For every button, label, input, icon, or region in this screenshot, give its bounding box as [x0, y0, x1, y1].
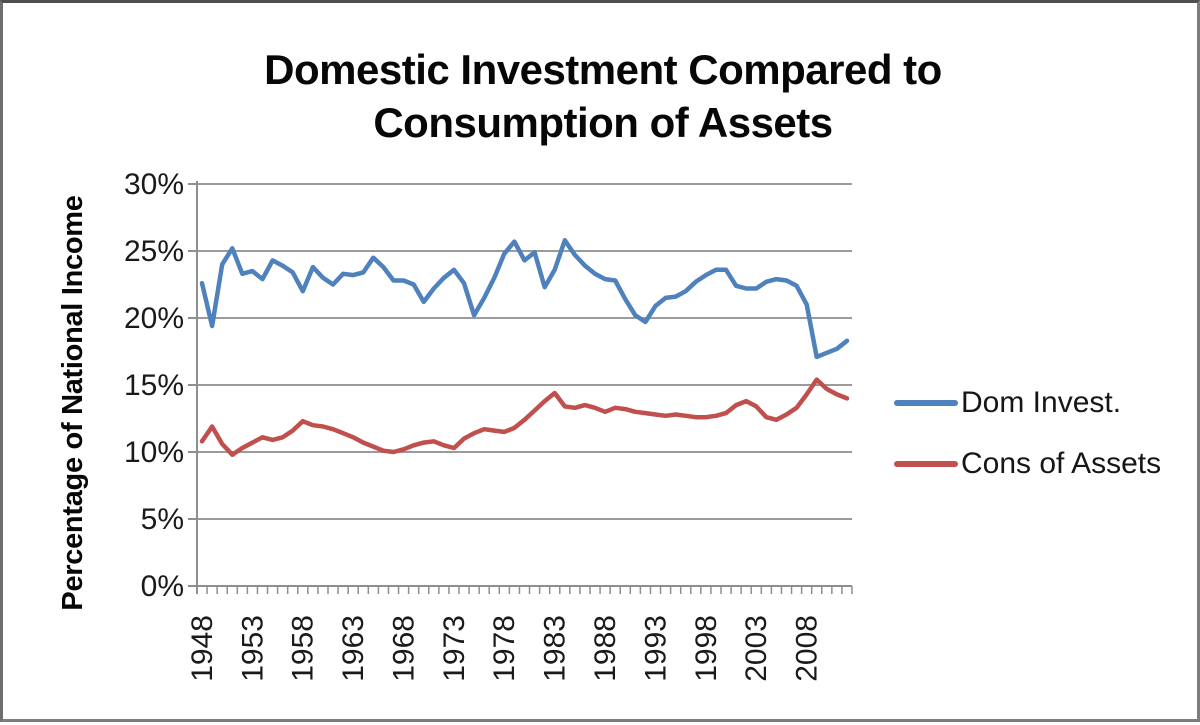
x-tick-label: 1958	[287, 615, 320, 682]
legend-label-dom-invest: Dom Invest.	[961, 386, 1122, 419]
x-tick-label: 1953	[236, 615, 269, 682]
legend: Dom Invest. Cons of Assets	[894, 386, 1161, 481]
chart-title-line-2: Consumption of Assets	[373, 99, 833, 146]
x-tick-label: 1993	[639, 615, 672, 682]
x-tick-label: 1998	[690, 615, 723, 682]
plot-area: 0% 5% 10% 15% 20% 25% 30% 1948 1953 1958 1963 1968 1…	[124, 168, 853, 682]
x-tick-label: 1983	[539, 615, 572, 682]
x-tick-label: 1963	[337, 615, 370, 682]
y-tick-label: 15%	[124, 369, 184, 402]
x-tick-label: 2003	[740, 615, 773, 682]
chart-title: Domestic Investment Compared to Consumpt…	[3, 43, 1200, 149]
series-line-cons-of-assets	[199, 377, 850, 457]
y-tick-label: 20%	[124, 302, 184, 335]
y-tick-label: 30%	[124, 168, 184, 201]
x-tick-label: 1988	[589, 615, 622, 682]
x-tick-label: 1973	[438, 615, 471, 682]
y-tick-label: 25%	[124, 235, 184, 268]
y-tick-label: 10%	[124, 436, 184, 469]
chart-title-line-1: Domestic Investment Compared to	[264, 46, 942, 93]
legend-item-cons-of-assets: Cons of Assets	[894, 447, 1161, 481]
x-tick-label: 2008	[791, 615, 824, 682]
series-line-dom-invest	[199, 238, 850, 360]
y-tick-label: 0%	[141, 570, 184, 603]
legend-label-cons-of-assets: Cons of Assets	[961, 447, 1162, 480]
legend-swatch-dom-invest	[894, 400, 958, 406]
x-tick-label: 1948	[186, 615, 219, 682]
y-tick-label: 5%	[141, 503, 184, 536]
legend-item-dom-invest: Dom Invest.	[894, 386, 1161, 420]
x-tick-label: 1978	[488, 615, 521, 682]
x-tick-label: 1968	[387, 615, 420, 682]
legend-swatch-cons-of-assets	[894, 461, 958, 467]
